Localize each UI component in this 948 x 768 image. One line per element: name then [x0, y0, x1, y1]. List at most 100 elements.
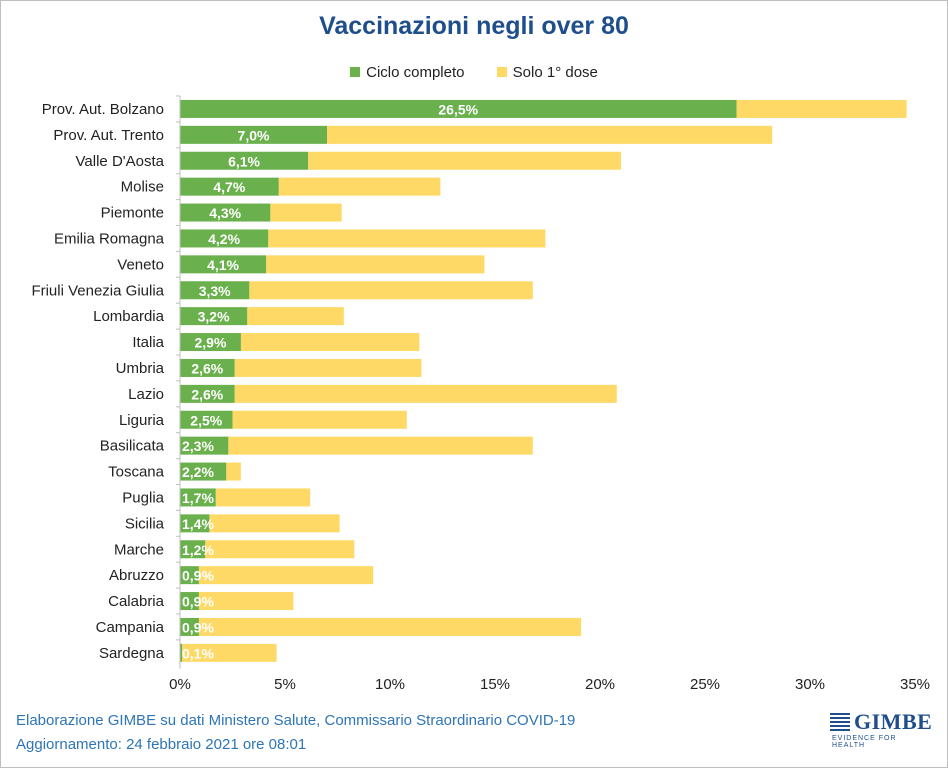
category-label-basilicata: Basilicata	[100, 438, 165, 455]
bar-ciclo-completo-toscana	[180, 462, 227, 481]
data-label-veneto: 4,1%	[207, 257, 239, 273]
bar-ciclo-completo-sardegna	[180, 643, 183, 662]
bar-solo-prima-dose-marche	[205, 540, 355, 559]
bar-ciclo-completo-marche	[180, 540, 206, 559]
category-label-lombardia: Lombardia	[93, 308, 165, 325]
x-tick-label-15: 15%	[480, 676, 510, 693]
data-label-lombardia: 3,2%	[198, 309, 230, 325]
bar-solo-prima-dose-umbria	[234, 358, 422, 377]
bar-solo-prima-dose-valle-d-aosta	[308, 151, 621, 170]
bar-solo-prima-dose-piemonte	[270, 203, 342, 222]
chart-title: Vaccinazioni negli over 80	[319, 12, 629, 40]
bar-solo-prima-dose-abruzzo	[198, 566, 374, 585]
bar-ciclo-completo-puglia	[180, 488, 216, 507]
category-label-veneto: Veneto	[117, 256, 164, 273]
bar-solo-prima-dose-lombardia	[247, 307, 344, 326]
bar-ciclo-completo-valle-d-aosta	[180, 151, 309, 170]
category-label-friuli-venezia-giulia: Friuli Venezia Giulia	[31, 282, 164, 299]
category-label-prov-aut-bolzano: Prov. Aut. Bolzano	[42, 101, 164, 118]
bar-ciclo-completo-campania	[180, 617, 199, 636]
bar-solo-prima-dose-puglia	[215, 488, 311, 507]
bar-ciclo-completo-italia	[180, 333, 241, 352]
bar-solo-prima-dose-veneto	[266, 255, 485, 274]
data-label-sicilia: 1,4%	[182, 516, 214, 532]
data-label-prov-aut-bolzano: 26,5%	[438, 101, 478, 117]
bar-solo-prima-dose-emilia-romagna	[268, 229, 546, 248]
bar-solo-prima-dose-friuli-venezia-giulia	[249, 281, 533, 300]
legend-label-ciclo-completo: Ciclo completo	[366, 64, 465, 81]
bar-ciclo-completo-umbria	[180, 358, 235, 377]
data-label-valle-d-aosta: 6,1%	[228, 153, 260, 169]
x-tick-label-5: 5%	[274, 676, 296, 693]
x-tick-label-20: 20%	[585, 676, 615, 693]
bar-solo-prima-dose-sicilia	[209, 514, 340, 533]
category-label-italia: Italia	[132, 334, 164, 351]
bar-ciclo-completo-calabria	[180, 592, 199, 611]
bar-ciclo-completo-piemonte	[180, 203, 271, 222]
data-label-sardegna: 0,1%	[182, 645, 214, 661]
footer-source: Elaborazione GIMBE su dati Ministero Sal…	[16, 712, 576, 729]
data-label-basilicata: 2,3%	[182, 438, 214, 454]
bar-ciclo-completo-liguria	[180, 410, 233, 429]
category-label-sicilia: Sicilia	[125, 515, 165, 532]
bar-solo-prima-dose-sardegna	[182, 643, 277, 662]
data-label-italia: 2,9%	[194, 335, 226, 351]
category-label-prov-aut-trento: Prov. Aut. Trento	[53, 127, 164, 144]
category-label-toscana: Toscana	[108, 464, 165, 481]
legend-swatch-ciclo-completo	[350, 67, 361, 78]
bar-ciclo-completo-basilicata	[180, 436, 229, 455]
bar-ciclo-completo-prov-aut-bolzano	[180, 99, 737, 118]
category-label-piemonte: Piemonte	[101, 205, 164, 222]
bar-solo-prima-dose-toscana	[226, 462, 241, 481]
chart-legend: Ciclo completo Solo 1° dose	[0, 64, 948, 81]
bar-solo-prima-dose-italia	[240, 333, 420, 352]
data-label-calabria: 0,9%	[182, 594, 214, 610]
footer-updated: Aggiornamento: 24 febbraio 2021 ore 08:0…	[16, 736, 307, 753]
bar-ciclo-completo-lazio	[180, 384, 235, 403]
bar-solo-prima-dose-basilicata	[228, 436, 533, 455]
bar-solo-prima-dose-liguria	[232, 410, 407, 429]
bar-ciclo-completo-friuli-venezia-giulia	[180, 281, 250, 300]
data-label-molise: 4,7%	[213, 179, 245, 195]
x-tick-label-0: 0%	[169, 676, 191, 693]
bar-ciclo-completo-abruzzo	[180, 566, 199, 585]
category-label-umbria: Umbria	[116, 360, 165, 377]
category-label-liguria: Liguria	[119, 412, 165, 429]
data-label-lazio: 2,6%	[191, 386, 223, 402]
gimbe-logo: GIMBE EVIDENCE FOR HEALTH	[828, 709, 933, 749]
x-tick-label-30: 30%	[795, 676, 825, 693]
data-label-emilia-romagna: 4,2%	[208, 231, 240, 247]
category-label-molise: Molise	[121, 179, 164, 196]
bar-solo-prima-dose-lazio	[234, 384, 617, 403]
data-label-abruzzo: 0,9%	[182, 568, 214, 584]
category-label-calabria: Calabria	[108, 593, 165, 610]
category-label-abruzzo: Abruzzo	[109, 567, 164, 584]
logo-mark-icon	[830, 713, 850, 731]
category-label-emilia-romagna: Emilia Romagna	[54, 230, 165, 247]
legend-label-solo-prima-dose: Solo 1° dose	[512, 64, 598, 81]
bar-solo-prima-dose-calabria	[198, 592, 294, 611]
legend-swatch-solo-prima-dose	[496, 67, 507, 78]
bar-ciclo-completo-lombardia	[180, 307, 248, 326]
x-tick-label-10: 10%	[375, 676, 405, 693]
logo-tagline: EVIDENCE FOR HEALTH	[832, 735, 897, 749]
logo-name: GIMBE	[854, 709, 933, 734]
bar-solo-prima-dose-prov-aut-bolzano	[736, 99, 907, 118]
data-label-umbria: 2,6%	[191, 360, 223, 376]
bar-ciclo-completo-molise	[180, 177, 279, 196]
x-tick-label-35: 35%	[900, 676, 930, 693]
legend-item-solo-prima-dose: Solo 1° dose	[496, 64, 598, 81]
category-label-valle-d-aosta: Valle D'Aosta	[76, 153, 165, 170]
bar-ciclo-completo-prov-aut-trento	[180, 125, 327, 144]
bar-solo-prima-dose-molise	[278, 177, 441, 196]
data-label-liguria: 2,5%	[190, 412, 222, 428]
x-tick-label-25: 25%	[690, 676, 720, 693]
bar-ciclo-completo-sicilia	[180, 514, 210, 533]
bar-ciclo-completo-emilia-romagna	[180, 229, 269, 248]
bar-ciclo-completo-veneto	[180, 255, 267, 274]
category-label-lazio: Lazio	[128, 386, 164, 403]
bar-solo-prima-dose-campania	[198, 617, 582, 636]
category-label-sardegna: Sardegna	[99, 645, 165, 662]
data-label-puglia: 1,7%	[182, 490, 214, 506]
